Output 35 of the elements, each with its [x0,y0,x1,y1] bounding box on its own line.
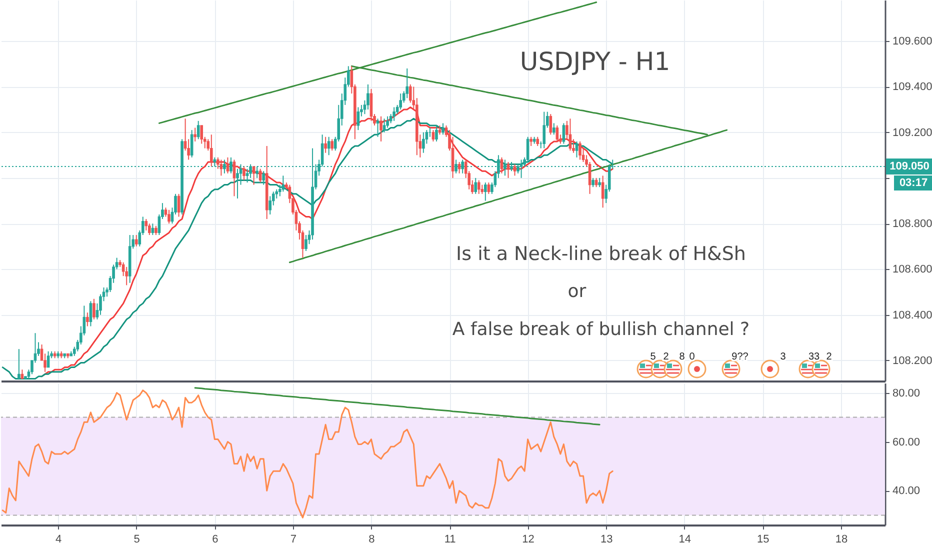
y-tick-label: 108.800 [892,218,932,230]
annotation: 5 [650,352,656,363]
x-tick-label: 18 [835,534,848,546]
y-tick-label: 40.00 [892,485,920,498]
y-tick-label: 108.200 [892,354,932,367]
x-tick-label: 4 [56,534,62,546]
text: USDJPY - H1 [520,47,670,76]
annotation: 33 [808,352,820,363]
annotation: 9?? [732,352,749,363]
annotation: 0 [689,352,696,363]
annotation: 3 [780,352,786,363]
x-tick-label: 11 [444,534,456,546]
y-tick-label: 108.400 [892,309,932,322]
annotation: Is it a Neck-line break of H&Sh [456,243,746,265]
x-tick-label: 5 [134,534,140,546]
x-tick-label: 7 [290,534,297,546]
ref-line-label: 109.050 [890,160,930,173]
x-tick-label: 12 [522,534,534,546]
annotation: 8 [679,352,686,363]
annotation: 2 [826,352,832,363]
text: 03:17 [899,177,928,190]
x-tick-label: 6 [212,534,218,546]
x-tick-label: 15 [757,534,770,546]
y-tick-label: 108.600 [892,264,932,276]
y-tick-label: 109.200 [892,126,932,139]
y-tick-label: 109.600 [892,36,932,48]
annotation: or [568,281,587,302]
x-tick-label: 13 [600,534,613,546]
y-tick-label: 80.00 [892,387,920,400]
x-tick-label: 14 [678,534,692,546]
annotation: A false break of bullish channel ? [452,319,750,340]
y-tick-label: 60.00 [892,436,920,448]
x-tick-label: 8 [368,534,375,546]
y-tick-label: 109.400 [892,81,932,94]
annotation: 2 [663,352,670,363]
